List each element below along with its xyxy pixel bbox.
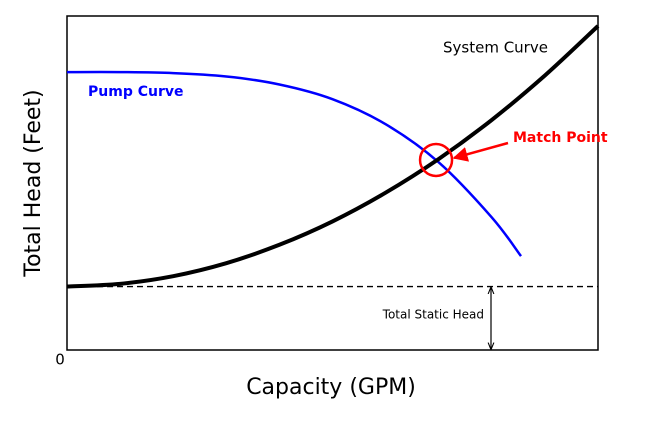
x-axis-label: Capacity (GPM) <box>246 375 416 400</box>
series-line <box>66 70 522 257</box>
match-point-label: Match Point <box>513 130 608 146</box>
x-tick-label: 0 <box>55 351 65 369</box>
series-line <box>66 24 600 289</box>
match-point-arrow <box>452 141 509 162</box>
static-head-label: Total Static Head <box>382 308 484 322</box>
match-point-circle <box>418 142 454 178</box>
series-label: System Curve <box>443 39 548 57</box>
plot-frame <box>66 15 599 351</box>
y-axis-label: Total Head (Feet) <box>21 89 46 277</box>
series-label: Pump Curve <box>88 84 183 100</box>
